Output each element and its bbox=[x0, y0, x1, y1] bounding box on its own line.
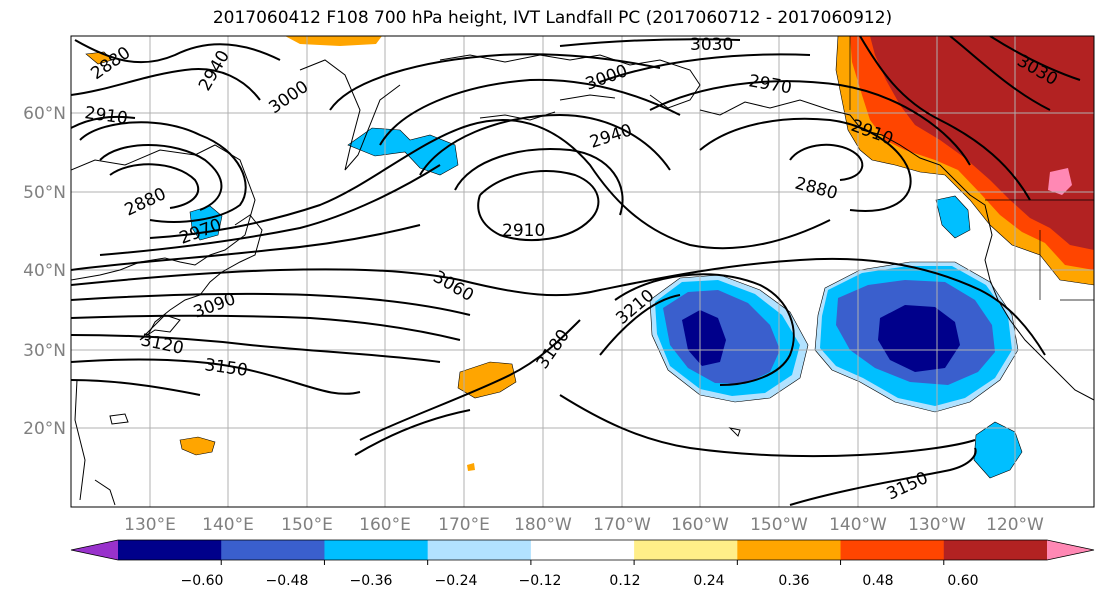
contour-label: 2970 bbox=[747, 71, 793, 98]
lat-label: 30°N bbox=[23, 341, 66, 361]
colorbar-tick-label: 0.48 bbox=[862, 573, 894, 589]
contour-label: 2880 bbox=[122, 184, 170, 220]
colorbar-segment bbox=[840, 540, 945, 560]
lon-label: 160°W bbox=[671, 515, 729, 535]
lon-label: 140°E bbox=[202, 515, 254, 535]
figure-title: 2017060412 F108 700 hPa height, IVT Land… bbox=[212, 8, 893, 28]
lon-label: 140°W bbox=[829, 515, 887, 535]
colorbar-tick-label: 0.12 bbox=[609, 573, 641, 589]
colorbar-extend-low bbox=[71, 540, 118, 560]
colorbar-segment bbox=[943, 540, 1048, 560]
colorbar-tick-label: 0.60 bbox=[947, 573, 979, 589]
lon-label: 170°E bbox=[438, 515, 490, 535]
height-contours bbox=[71, 36, 1081, 506]
contour-label: 3060 bbox=[430, 267, 477, 306]
lon-label: 150°W bbox=[750, 515, 808, 535]
colorbar-tick-label: −0.48 bbox=[265, 573, 309, 589]
cool-shading bbox=[189, 127, 1023, 479]
lon-label: 170°W bbox=[593, 515, 651, 535]
colorbar-tick-label: 0.36 bbox=[778, 573, 810, 589]
lat-label: 50°N bbox=[23, 183, 66, 203]
colorbar-segment bbox=[118, 540, 222, 560]
colorbar-tick-label: −0.24 bbox=[434, 573, 478, 589]
graticule bbox=[71, 36, 1094, 507]
colorbar-tick-label: −0.36 bbox=[349, 573, 393, 589]
colorbar-segment bbox=[634, 540, 738, 560]
colorbar-segment bbox=[324, 540, 429, 560]
contour-label: 3120 bbox=[139, 330, 185, 359]
lon-label: 130°W bbox=[908, 515, 966, 535]
contour-label: 3000 bbox=[265, 77, 312, 118]
colorbar-tick-label: −0.60 bbox=[180, 573, 224, 589]
lat-label: 60°N bbox=[23, 104, 66, 124]
lon-label: 130°E bbox=[124, 515, 176, 535]
contour-label: 2910 bbox=[83, 103, 129, 129]
colorbar-segment bbox=[530, 540, 635, 560]
contour-label: 3150 bbox=[203, 355, 249, 381]
colorbar-tick-label: −0.12 bbox=[518, 573, 562, 589]
contour-label: 2910 bbox=[502, 221, 545, 241]
contour-label: 3030 bbox=[690, 35, 733, 55]
colorbar-segment bbox=[221, 540, 325, 560]
political-borders bbox=[849, 36, 1094, 301]
lon-label: 160°E bbox=[359, 515, 411, 535]
colorbar-segment bbox=[427, 540, 532, 560]
lon-label: 180°W bbox=[514, 515, 572, 535]
colorbar-segment bbox=[737, 540, 842, 560]
lat-label: 20°N bbox=[23, 419, 66, 439]
colorbar bbox=[70, 539, 1095, 565]
colorbar-tick-label: 0.24 bbox=[693, 573, 725, 589]
lat-label: 40°N bbox=[23, 261, 66, 281]
contour-label: 2940 bbox=[587, 120, 634, 152]
contour-label: 2880 bbox=[793, 174, 840, 205]
lon-label: 120°W bbox=[986, 515, 1044, 535]
contour-label: 3150 bbox=[884, 468, 932, 504]
contour-label: 3000 bbox=[583, 61, 630, 95]
lon-label: 150°E bbox=[281, 515, 333, 535]
map-frame bbox=[70, 35, 1095, 508]
colorbar-extend-high bbox=[1047, 540, 1094, 560]
